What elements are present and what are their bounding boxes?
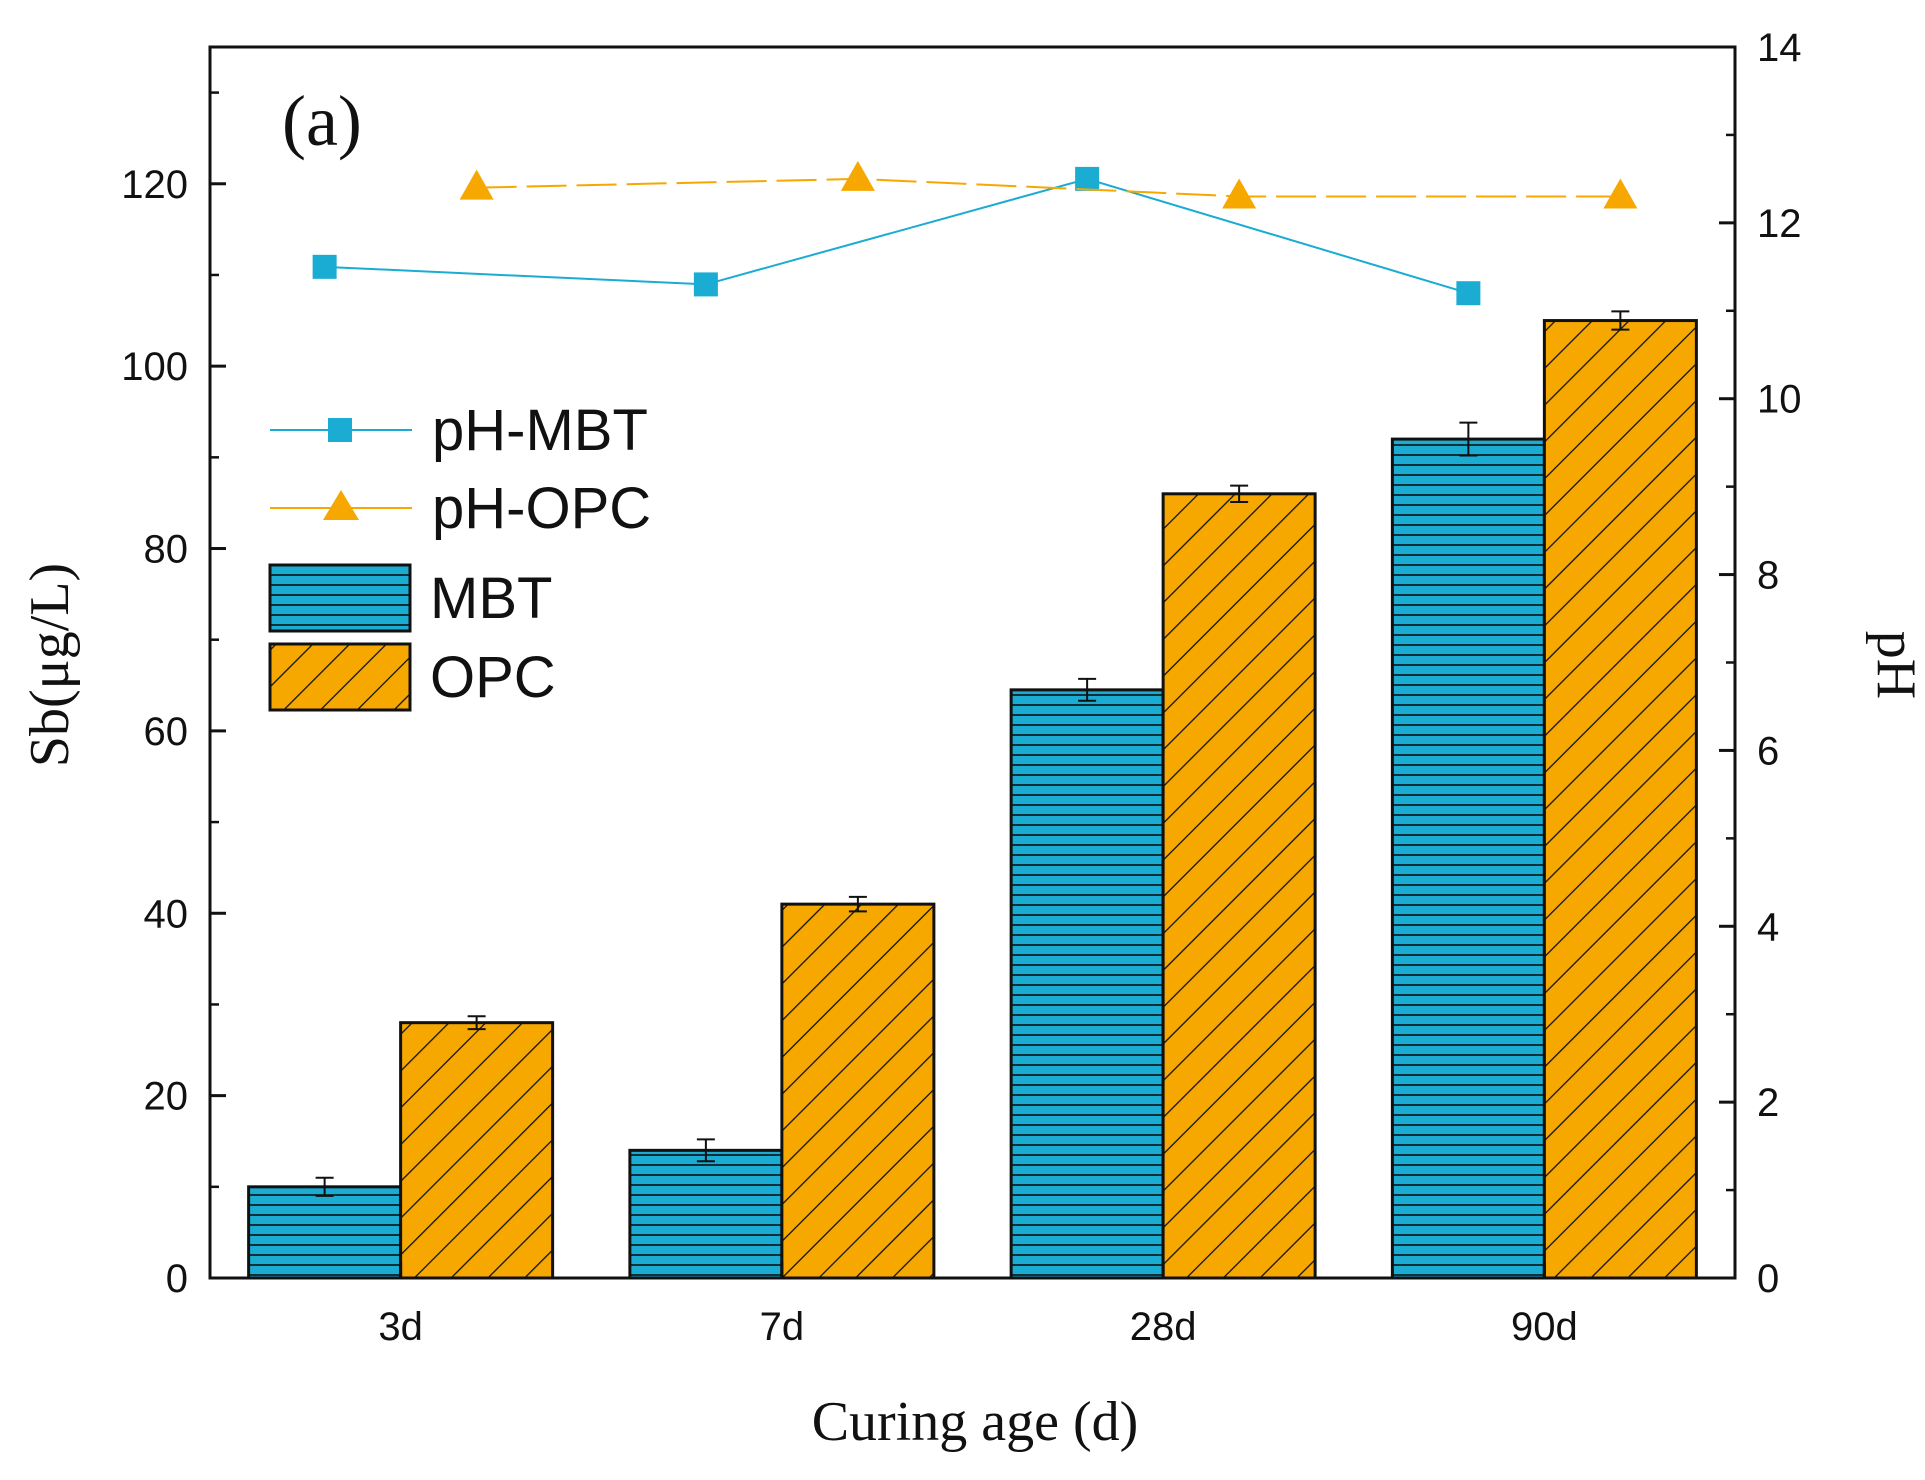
bar-opc-28d: [1161, 492, 1317, 1280]
y2-tick-label-12: 12: [1757, 202, 1802, 246]
legend-swatch-mbt: [268, 563, 412, 633]
bar-opc-90d: [1542, 319, 1698, 1280]
y-tick-label-120: 120: [121, 163, 188, 207]
point-ph-mbt-90d: [1456, 281, 1481, 306]
ticks-layer: 0 20 40 60 80 100 120 0 2 4 6 8 10 12 14 3d 7d 28d 90d: [121, 26, 1801, 1349]
y2-tick-label-4: 4: [1757, 905, 1779, 949]
error-bar-opc-90d: [1611, 310, 1630, 331]
x-tick-label-90d: 90d: [1511, 1305, 1578, 1349]
y-tick-label-0: 0: [166, 1257, 188, 1301]
ph-lines-layer: [312, 160, 1638, 306]
legend-marker-ph-mbt: [328, 418, 352, 442]
bar-opc-7d: [780, 902, 936, 1280]
error-bars-layer: [315, 310, 1630, 1197]
bar-mbt-28d: [1009, 688, 1165, 1280]
y2-tick-label-2: 2: [1757, 1081, 1779, 1125]
y-tick-label-80: 80: [144, 528, 189, 572]
legend-label-ph-opc: pH-OPC: [432, 476, 651, 541]
line-ph-mbt: [324, 177, 1469, 295]
error-bar-opc-7d: [848, 895, 867, 913]
bar-mbt-90d: [1390, 437, 1546, 1280]
x-axis-title: Curing age (d): [812, 1391, 1139, 1453]
y2-tick-label-8: 8: [1757, 554, 1779, 598]
error-bar-opc-3d: [467, 1015, 486, 1031]
legend-label-mbt: MBT: [430, 566, 552, 631]
point-ph-mbt-3d: [312, 254, 337, 279]
error-bar-opc-28d: [1230, 484, 1249, 504]
y-tick-label-100: 100: [121, 345, 188, 389]
error-bar-mbt-3d: [315, 1176, 334, 1197]
point-ph-mbt-28d: [1075, 166, 1100, 191]
y2-tick-label-14: 14: [1757, 26, 1802, 70]
y2-axis-title: pH: [1865, 631, 1925, 699]
y-tick-label-20: 20: [144, 1075, 189, 1119]
y-tick-label-40: 40: [144, 892, 189, 936]
x-tick-label-28d: 28d: [1130, 1305, 1197, 1349]
point-ph-opc-90d: [1603, 178, 1638, 209]
legend-label-ph-mbt: pH-MBT: [432, 398, 648, 463]
legend: pH-MBT pH-OPC MBT OPC: [268, 398, 651, 712]
bar-opc-3d: [399, 1021, 555, 1280]
bars-layer: [247, 319, 1698, 1280]
x-tick-label-3d: 3d: [378, 1305, 423, 1349]
y2-tick-label-0: 0: [1757, 1257, 1779, 1301]
y-tick-label-60: 60: [144, 710, 189, 754]
y2-tick-label-10: 10: [1757, 378, 1802, 422]
legend-marker-ph-opc: [323, 490, 359, 520]
legend-swatch-opc: [268, 642, 412, 712]
legend-label-opc: OPC: [430, 645, 556, 710]
y-axis-title: Sb(μg/L): [19, 563, 81, 767]
line-ph-opc: [476, 177, 1621, 198]
error-bar-mbt-28d: [1078, 677, 1097, 702]
bar-mbt-3d: [247, 1185, 403, 1280]
panel-label: (a): [282, 81, 362, 161]
error-bar-mbt-90d: [1459, 421, 1478, 457]
point-ph-opc-3d: [459, 169, 494, 200]
x-tick-label-7d: 7d: [760, 1305, 805, 1349]
point-ph-opc-28d: [1222, 178, 1257, 209]
error-bar-mbt-7d: [696, 1138, 715, 1163]
y2-tick-label-6: 6: [1757, 729, 1779, 773]
bar-mbt-7d: [628, 1148, 784, 1280]
point-ph-opc-7d: [840, 160, 875, 191]
point-ph-mbt-7d: [693, 272, 718, 297]
